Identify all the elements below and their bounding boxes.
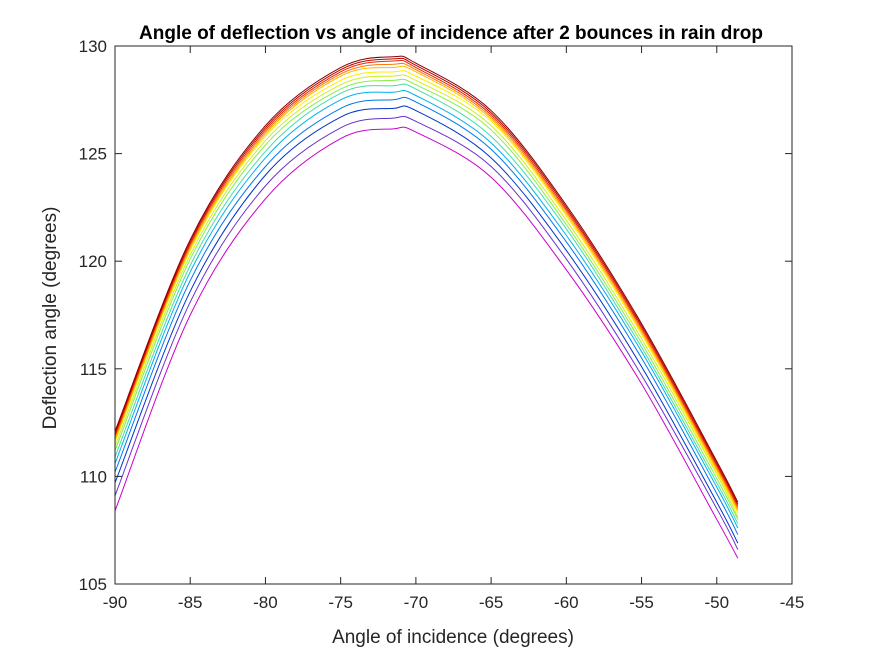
x-tick-label: -70 (404, 593, 429, 612)
series-line-4 (114, 96, 739, 535)
axes-background (115, 46, 792, 584)
series-line-2 (114, 115, 739, 550)
axes-box (114, 45, 793, 585)
series-line-9 (114, 70, 739, 514)
x-tick-label: -50 (704, 593, 729, 612)
x-axis-ticks: -90 -85 -80 -75 -70 -65 -60 -55 -50 -45 (103, 46, 805, 612)
series-line-5 (114, 89, 739, 529)
series-line-6 (114, 83, 739, 524)
series-line-1 (114, 126, 739, 559)
plot-area (114, 45, 793, 585)
chart-title: Angle of deflection vs angle of incidenc… (139, 23, 763, 44)
x-tick-label: -60 (554, 593, 579, 612)
y-tick-label: 110 (80, 467, 107, 486)
x-tick-label: -55 (629, 593, 654, 612)
x-tick-label: -90 (103, 593, 128, 612)
y-axis-title: Deflection angle (degrees) (40, 207, 61, 430)
x-tick-label: -85 (178, 593, 203, 612)
series-line-8 (114, 74, 739, 518)
x-tick-label: -45 (780, 593, 805, 612)
y-axis-ticks: 105 110 115 120 125 130 (79, 37, 792, 594)
y-tick-label: 125 (79, 145, 107, 164)
y-tick-label: 105 (79, 575, 107, 594)
x-tick-label: -75 (328, 593, 353, 612)
x-axis-title: Angle of incidence (degrees) (332, 627, 574, 648)
y-tick-label: 130 (79, 37, 107, 56)
series-line-14 (114, 55, 739, 503)
series-line-11 (114, 62, 739, 509)
series-line-13 (114, 57, 739, 505)
x-tick-label: -65 (479, 593, 504, 612)
y-tick-label: 115 (80, 360, 107, 379)
series-line-7 (114, 78, 739, 520)
y-tick-label: 120 (79, 252, 107, 271)
series-line-10 (114, 65, 739, 512)
series-line-12 (114, 59, 739, 507)
series-line-3 (114, 105, 739, 544)
x-tick-label: -80 (253, 593, 278, 612)
